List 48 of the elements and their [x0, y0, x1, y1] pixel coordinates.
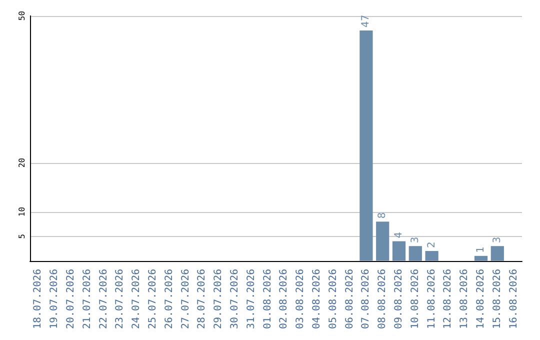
x-tick-label: 26.07.2026 [164, 268, 175, 330]
x-tick-label: 20.07.2026 [66, 268, 76, 330]
y-tick-label: 50 [18, 10, 26, 21]
x-tick-label: 15.08.2026 [492, 268, 503, 330]
x-tick-label: 02.08.2026 [278, 268, 290, 330]
x-tick-label: 01.08.2026 [262, 268, 274, 330]
data-label: 3 [410, 236, 421, 244]
x-tick-label: 11.08.2026 [426, 268, 438, 330]
x-tick-label: 30.07.2026 [230, 268, 240, 330]
bar [376, 222, 390, 261]
x-tick-label: 31.07.2026 [246, 268, 257, 330]
x-tick-label: 27.07.2026 [180, 268, 192, 330]
bar [474, 256, 488, 261]
data-label: 3 [492, 236, 503, 244]
x-tick-label: 28.07.2026 [196, 268, 208, 330]
x-tick-label: 23.07.2026 [114, 268, 126, 330]
data-label: 2 [426, 242, 438, 248]
x-tick-label: 05.08.2026 [328, 268, 339, 330]
x-tick-label: 06.08.2026 [344, 268, 356, 330]
x-tick-label: 08.08.2026 [377, 268, 388, 330]
y-tick-label: 10 [18, 206, 26, 217]
bar [360, 30, 373, 261]
x-tick-label: 09.08.2026 [394, 268, 404, 330]
x-tick-label: 13.08.2026 [459, 268, 470, 330]
bar [490, 246, 504, 261]
x-tick-label: 25.07.2026 [148, 268, 158, 330]
x-tick-label: 19.07.2026 [49, 268, 60, 330]
bar [408, 246, 422, 261]
x-tick-label: 03.08.2026 [295, 268, 306, 330]
x-tick-label: 22.07.2026 [98, 268, 110, 330]
x-tick-label: 24.07.2026 [131, 268, 142, 330]
bar [425, 250, 438, 261]
bar [392, 241, 406, 261]
x-tick-label: 12.08.2026 [442, 268, 454, 330]
y-tick-label: 20 [18, 158, 26, 168]
data-label: 4 [394, 232, 404, 238]
x-tick-label: 14.08.2026 [476, 268, 486, 330]
y-tick-label: 5 [18, 234, 26, 239]
data-label: 8 [377, 212, 388, 219]
x-tick-label: 04.08.2026 [312, 268, 322, 330]
data-label: 1 [476, 246, 486, 253]
x-tick-label: 10.08.2026 [410, 268, 421, 330]
data-label: 47 [360, 14, 372, 28]
x-tick-label: 18.07.2026 [32, 268, 44, 330]
x-tick-label: 29.07.2026 [213, 268, 224, 330]
x-tick-label: 16.08.2026 [508, 268, 520, 330]
x-tick-label: 21.07.2026 [82, 268, 93, 330]
x-tick-label: 07.08.2026 [360, 268, 372, 330]
